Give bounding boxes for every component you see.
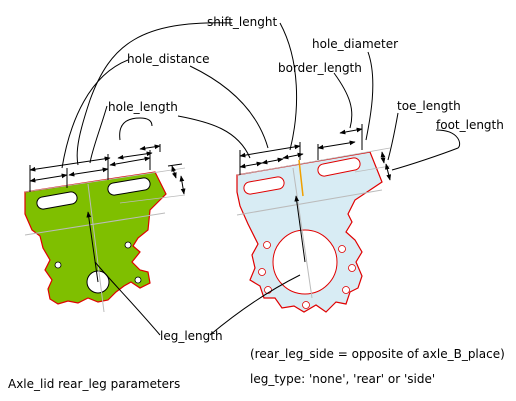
right-leg-length-arrow [294, 195, 306, 263]
type-note: leg_type: 'none', 'rear' or 'side' [250, 372, 435, 386]
right-axis-top [236, 147, 391, 176]
left-axis-top [24, 167, 186, 193]
label-hole-diameter: hole_diameter [312, 37, 398, 51]
right-dimensions [239, 124, 392, 181]
right-rear-leg-part [236, 147, 391, 313]
right-axis-horizontal [236, 189, 383, 216]
right-axis-extra [354, 165, 391, 173]
right-slot-2 [317, 157, 361, 177]
left-axis-bottom [119, 194, 186, 204]
right-small-hole-1 [263, 241, 271, 249]
leader-lines [61, 22, 461, 336]
right-slot-1 [243, 176, 285, 195]
label-leg-length: leg_length [160, 329, 223, 343]
label-border-length: border_length [278, 61, 362, 75]
right-axis-vertical [292, 167, 313, 299]
right-small-hole-2 [338, 245, 346, 253]
right-small-hole-3 [258, 268, 266, 276]
right-small-hole-6 [342, 286, 350, 294]
left-leg-length-arrow [86, 211, 99, 283]
right-small-hole-4 [348, 264, 356, 272]
left-slot-2 [107, 177, 151, 196]
label-hole-distance: hole_distance [127, 52, 210, 66]
left-rear-leg-part [24, 167, 186, 313]
shift-marker [298, 159, 304, 197]
left-small-hole-2 [124, 241, 132, 249]
left-small-hole-3 [134, 276, 142, 284]
diagram-title: Axle_lid rear_leg parameters [8, 377, 180, 391]
label-foot-length: foot_length [436, 118, 504, 132]
left-dimensions [29, 144, 186, 195]
right-small-hole-7 [302, 301, 310, 309]
label-toe-length: toe_length [397, 99, 461, 113]
left-axis-horizontal [24, 212, 166, 236]
left-slot-1 [36, 191, 78, 210]
left-small-hole-1 [54, 261, 62, 269]
left-axis-vertical [87, 183, 105, 313]
side-note: (rear_leg_side = opposite of axle_B_plac… [250, 347, 505, 361]
label-shift-length: shift_lenght [207, 15, 277, 29]
label-hole-length: hole_length [108, 100, 178, 114]
